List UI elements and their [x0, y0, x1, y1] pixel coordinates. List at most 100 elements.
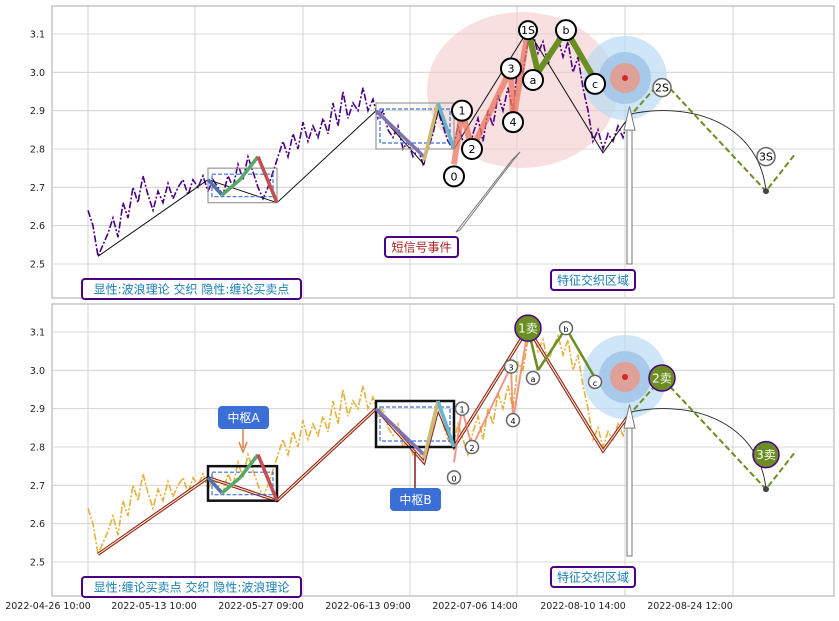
zone-b-segment [422, 400, 440, 459]
interweave-zone-label-box [550, 269, 636, 291]
interweave-zone-label-text: 特征交织区域 [557, 273, 629, 288]
y-tick-label: 2.8 [30, 145, 45, 156]
wave-impulse-segment [510, 366, 514, 421]
signal-event-label-box [384, 236, 459, 258]
wave-point-marker [451, 99, 473, 122]
wave-point-label: 4 [510, 116, 517, 129]
wave-point-marker [505, 412, 521, 428]
interweave-zone-arrow [626, 121, 633, 265]
x-tick-label: 2022-07-06 14:00 [432, 601, 518, 612]
zone-b-segment [374, 109, 426, 158]
interweave-zone-center [622, 75, 628, 81]
zone-a-segment [206, 178, 224, 197]
interweave-zone-label-text: 特征交织区域 [557, 570, 629, 585]
interweave-zone-arrowhead [623, 106, 636, 131]
forecast-low-point [763, 188, 769, 195]
wave-impulse-segment [469, 67, 514, 151]
panel-legend-box [81, 576, 302, 598]
pivot-b-label-box [390, 488, 441, 511]
forecast-curve [627, 110, 767, 192]
wave-point-marker [648, 364, 676, 392]
forecast-path [627, 78, 797, 193]
y-tick-label: 2.9 [30, 404, 45, 415]
wave-impulse-segment [512, 328, 529, 421]
wave-point-label: 3S [759, 151, 773, 164]
y-tick-label: 3.1 [30, 30, 45, 41]
wave-point-label: 3 [508, 364, 513, 373]
wave-point-marker [464, 439, 480, 455]
x-tick-label: 2022-08-24 12:00 [647, 601, 733, 612]
wave-point-label: c [592, 78, 598, 91]
x-tick-label: 2022-05-13 10:00 [111, 601, 197, 612]
wave-impulse-segment [453, 408, 463, 463]
interweave-zone-arrowhead [623, 404, 636, 429]
interweave-zone-arrow [626, 419, 633, 557]
x-tick-label: 2022-08-10 14:00 [540, 601, 626, 612]
wave-point-marker [522, 69, 544, 91]
forecast-low-point [763, 486, 769, 493]
interweave-zone-center [622, 374, 628, 380]
wave-point-label: 2 [469, 444, 474, 453]
zone-a-segment [256, 453, 279, 502]
wave-point-label: 0 [451, 170, 458, 183]
price-series-line [87, 330, 629, 558]
y-tick-label: 3.0 [30, 366, 45, 377]
wave-point-label: 2 [469, 143, 476, 156]
pivot-a-pointer [238, 428, 248, 455]
y-tick-label: 2.7 [30, 481, 45, 492]
wave-point-label: b [563, 325, 568, 334]
wave-point-label: 2S [655, 82, 669, 95]
wave-point-label: 1 [459, 105, 466, 118]
pivot-zone-inner-b [379, 406, 451, 442]
wave-impulse-segment [510, 29, 531, 123]
x-tick-label: 2022-05-27 09:00 [218, 601, 304, 612]
pivot-a-label-box [218, 406, 269, 429]
wave-point-label: 3 [508, 63, 515, 76]
pivot-b-label-text: 中枢B [399, 492, 431, 507]
wave-point-label: b [563, 24, 570, 37]
wave-impulse-segment [471, 366, 512, 448]
wave-point-label: 4 [510, 417, 515, 426]
y-tick-label: 2.6 [30, 519, 45, 530]
pivot-zone-inner-b [379, 108, 451, 144]
price-series-line [87, 32, 629, 260]
wave-point-marker [752, 440, 780, 469]
y-tick-label: 2.8 [30, 443, 45, 454]
wave-point-marker [500, 57, 522, 80]
wave-point-marker [502, 111, 524, 134]
wave-point-label: 1卖 [518, 322, 538, 336]
wave-point-label: 1S [521, 24, 535, 37]
wave-point-label: 0 [451, 474, 456, 483]
panel-legend-box [81, 278, 302, 300]
y-tick-label: 2.5 [30, 260, 45, 271]
y-tick-label: 2.5 [30, 558, 45, 569]
interweave-zone-label-box [550, 566, 636, 588]
wave-point-label: c [593, 379, 597, 388]
signal-event-label-text: 短信号事件 [391, 241, 451, 255]
pivot-zone-box-a [207, 167, 278, 204]
pivot-zone-box-a [206, 464, 279, 502]
wave-point-marker [584, 72, 606, 95]
wave-point-marker [558, 320, 574, 336]
zone-b-segment [436, 400, 456, 448]
pivot-a-label-text: 中枢A [227, 410, 260, 425]
y-tick-label: 2.6 [30, 221, 45, 232]
zone-b-segment [436, 102, 456, 150]
wave-point-marker [756, 146, 776, 167]
wave-point-marker [503, 359, 519, 374]
wave-point-label: a [531, 375, 536, 384]
wave-point-label: 3卖 [756, 448, 776, 462]
zone-a-segment [206, 476, 224, 495]
wave-point-marker [461, 138, 483, 160]
wave-correction-segment [536, 327, 568, 372]
wave-point-label: 2卖 [652, 372, 672, 386]
x-tick-label: 2022-06-13 09:00 [325, 601, 411, 612]
wave-point-marker [514, 314, 542, 342]
wave-point-marker [518, 20, 538, 41]
zone-a-segment [220, 178, 242, 197]
wave-point-marker [525, 370, 541, 386]
zone-b-segment [422, 102, 440, 161]
panel-legend-text: 显性:缠论买卖点 交织 隐性:波浪理论 [94, 580, 290, 595]
